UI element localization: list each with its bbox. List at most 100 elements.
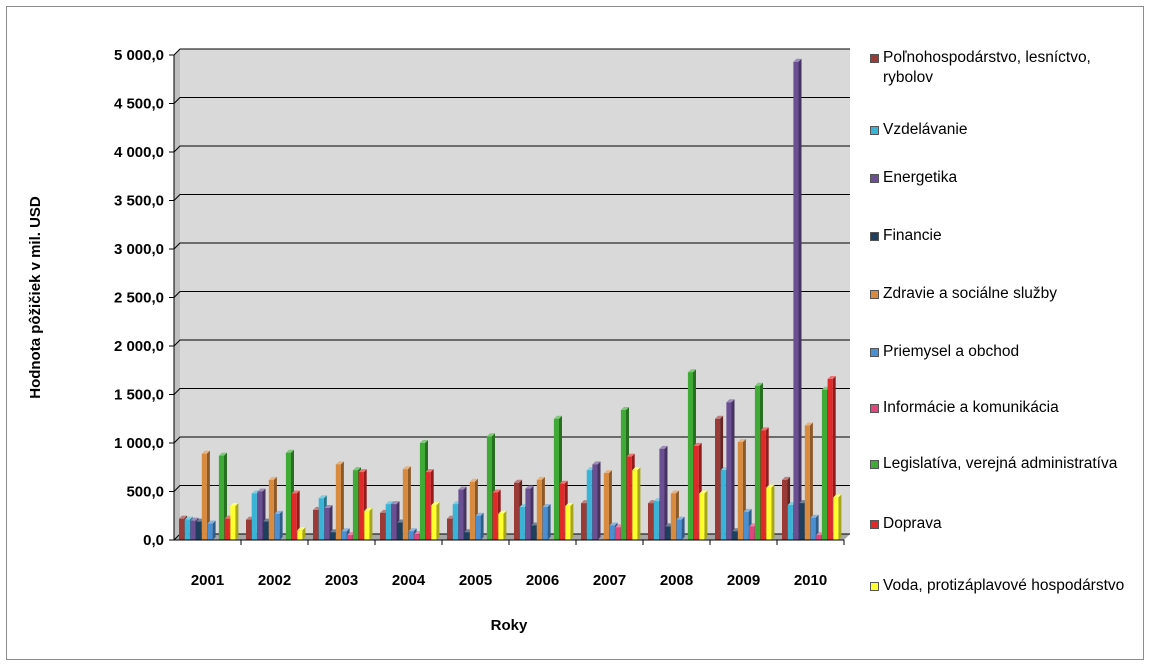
bar-top [793,58,802,62]
bar [330,532,336,540]
bar-top [358,469,367,473]
bar-top [419,440,428,443]
bar-side [570,503,574,540]
bar [665,526,671,540]
bar-side [637,467,641,540]
bar-top [324,504,333,508]
bar-top [352,467,361,471]
bar-top [498,510,507,514]
bar [347,535,353,540]
bar [274,513,280,540]
bar [464,532,470,540]
bar-top [810,514,819,518]
bar [804,425,810,540]
bar [760,430,766,540]
bar [291,493,297,540]
legend-swatch [870,54,879,63]
gridline [173,291,850,298]
bar-top [743,508,752,512]
bar [519,507,525,540]
bar [592,464,598,540]
x-tick-label: 2003 [325,572,358,589]
legend-item: Financie [870,226,1140,246]
bar-top [827,375,836,379]
bar-top [670,490,679,494]
bar [179,518,185,540]
bar [559,483,565,540]
y-tick-label: 5 000,0 [114,47,164,64]
bar [586,470,592,540]
bar [380,512,386,540]
bar [799,503,805,540]
bar [609,525,615,540]
bar-side [838,494,842,540]
bar-side [296,490,300,540]
bar-top [268,476,277,480]
gridline [173,339,850,347]
bar [715,418,721,540]
bar-top [699,490,708,494]
bar-top [385,501,394,505]
gridline [173,194,850,201]
bar-side [681,516,685,540]
bar [687,372,693,540]
bar [626,456,632,540]
bar [447,518,453,540]
bar [452,504,458,540]
bar [352,470,358,540]
bar-top [425,469,434,473]
bar-top [257,488,266,492]
legend-label: Vzdelávanie [883,121,968,138]
bar-side [302,527,306,540]
bar [833,497,839,540]
bar-top [620,407,629,411]
bar-top [626,453,635,457]
bar-side [503,510,507,540]
bar [251,493,257,540]
bar [492,492,498,540]
bar-side [664,445,668,540]
legend-swatch [870,582,879,591]
bar [659,448,665,540]
legend-swatch [870,174,879,183]
bar [364,510,370,540]
bar-side [480,512,484,540]
legend-label: Priemysel a obchod [883,343,1020,360]
bar [402,469,408,540]
gridline [173,242,850,250]
bar-top [565,503,574,507]
bar-side [279,510,283,540]
bar [821,389,827,540]
bar [318,498,324,540]
bar-top [754,382,763,386]
bar-side [547,504,551,540]
bar [414,534,420,540]
bar-top [766,484,775,488]
bar [469,481,475,540]
bar-top [687,369,696,373]
x-tick-label: 2009 [727,572,760,589]
bar-top [335,461,344,465]
bar-top [218,452,227,456]
bar [257,491,263,540]
bar-top [726,399,735,403]
legend-item: Informácie a komunikácia [870,398,1140,418]
bar-top [408,528,417,532]
legend-item: Energetika [870,168,1140,188]
bar-top [391,501,400,505]
gridline [173,388,850,395]
legend-label: Doprava [883,515,942,532]
legend-swatch [870,520,879,529]
bar [431,505,437,540]
bar [475,515,481,540]
legend-item: Priemysel a obchod [870,342,1140,362]
bar-top [230,503,239,507]
bar [603,473,609,540]
bar [425,472,431,540]
y-tick-label: 3 500,0 [114,193,164,210]
gridline [173,48,850,56]
x-tick-label: 2007 [593,572,626,589]
bar [827,378,833,540]
bar-side [369,507,373,540]
bar-top [760,427,769,431]
